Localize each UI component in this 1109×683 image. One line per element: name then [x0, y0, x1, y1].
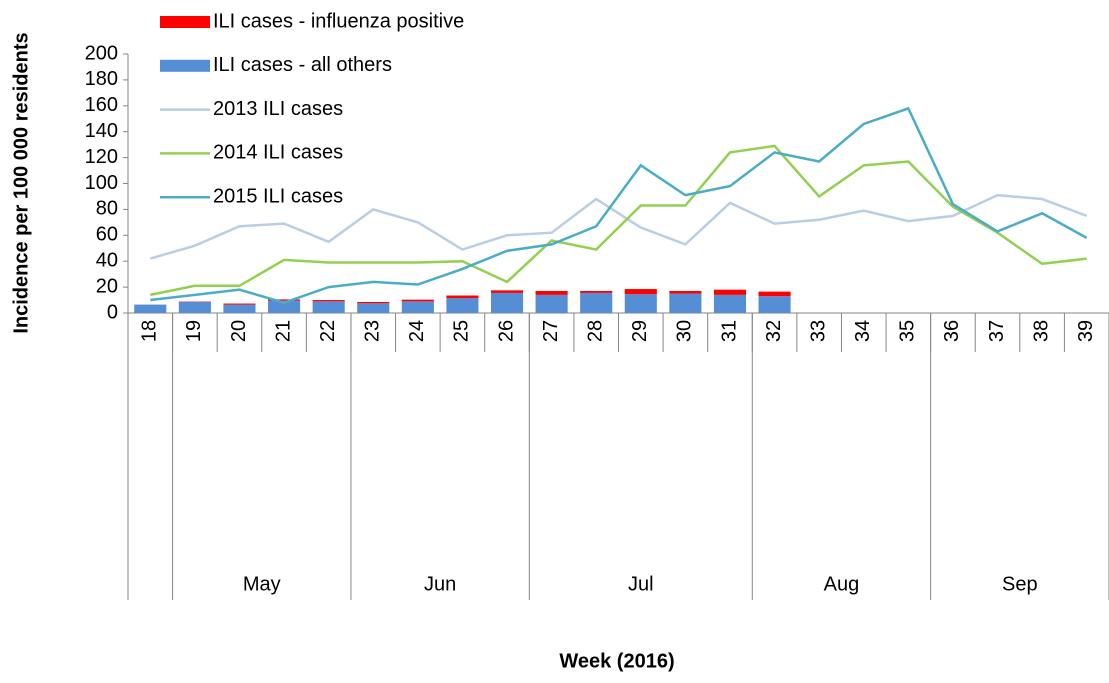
- x-tick-label: 26: [495, 320, 517, 342]
- y-tick-label: 100: [85, 172, 118, 194]
- y-tick-label: 200: [85, 42, 118, 64]
- x-tick-label: 38: [1030, 320, 1052, 342]
- bar: [357, 302, 389, 303]
- x-tick-label: 30: [674, 320, 696, 342]
- x-tick-label: 39: [1075, 320, 1097, 342]
- bar: [134, 305, 166, 313]
- x-tick-label: 32: [763, 320, 785, 342]
- bar: [714, 295, 746, 313]
- x-tick-label: 24: [406, 320, 428, 342]
- bar: [402, 301, 434, 313]
- y-tick-label: 180: [85, 68, 118, 90]
- x-tick-label: 23: [362, 320, 384, 342]
- x-tick-label: 34: [852, 320, 874, 342]
- bar: [536, 295, 568, 313]
- x-axis-title: Week (2016): [559, 650, 674, 672]
- legend-label: 2015 ILI cases: [213, 185, 343, 207]
- bar: [759, 296, 791, 313]
- y-tick-label: 160: [85, 94, 118, 116]
- x-tick-label: 19: [183, 320, 205, 342]
- y-axis-title: Incidence per 100 000 residents: [10, 32, 32, 333]
- legend-swatch: [160, 60, 210, 72]
- bar: [446, 296, 478, 299]
- y-tick-label: 140: [85, 120, 118, 142]
- month-label: Sep: [1002, 573, 1038, 595]
- month-label: May: [243, 573, 281, 595]
- y-tick-label: 40: [96, 249, 118, 271]
- bar: [625, 289, 657, 294]
- x-tick-label: 21: [272, 320, 294, 342]
- x-tick-label: 18: [139, 320, 161, 342]
- bar: [580, 291, 612, 293]
- legend-label: ILI cases - all others: [213, 54, 392, 76]
- legend-label: 2013 ILI cases: [213, 98, 343, 120]
- bar: [491, 293, 523, 313]
- y-tick-label: 60: [96, 224, 118, 246]
- bar: [223, 305, 255, 313]
- bar: [580, 293, 612, 313]
- bar: [759, 292, 791, 297]
- x-tick-label: 28: [584, 320, 606, 342]
- bar: [625, 294, 657, 313]
- x-tick-label: 27: [540, 320, 562, 342]
- bar: [669, 294, 701, 313]
- x-tick-label: 31: [718, 320, 740, 342]
- bar: [179, 302, 211, 313]
- x-tick-label: 37: [986, 320, 1008, 342]
- y-tick-label: 0: [107, 301, 118, 323]
- y-tick-label: 120: [85, 146, 118, 168]
- bar: [223, 304, 255, 305]
- bar: [313, 300, 345, 301]
- month-label: Aug: [824, 573, 860, 595]
- x-tick-label: 36: [941, 320, 963, 342]
- x-tick-label: 29: [629, 320, 651, 342]
- legend-label: ILI cases - influenza positive: [213, 10, 464, 32]
- bar: [402, 300, 434, 302]
- x-tick-label: 20: [228, 320, 250, 342]
- month-label: Jul: [628, 573, 654, 595]
- bar: [357, 303, 389, 313]
- bar: [313, 301, 345, 313]
- x-tick-label: 22: [317, 320, 339, 342]
- bar: [669, 291, 701, 294]
- x-tick-label: 35: [897, 320, 919, 342]
- y-tick-label: 80: [96, 198, 118, 220]
- bar: [714, 290, 746, 295]
- x-tick-label: 33: [807, 320, 829, 342]
- legend-swatch: [160, 16, 210, 28]
- y-tick-label: 20: [96, 275, 118, 297]
- x-tick-label: 25: [451, 320, 473, 342]
- month-label: Jun: [424, 573, 456, 595]
- bar: [536, 291, 568, 295]
- bar: [491, 290, 523, 293]
- legend-label: 2014 ILI cases: [213, 142, 343, 164]
- bar: [446, 298, 478, 313]
- line: [150, 146, 1086, 295]
